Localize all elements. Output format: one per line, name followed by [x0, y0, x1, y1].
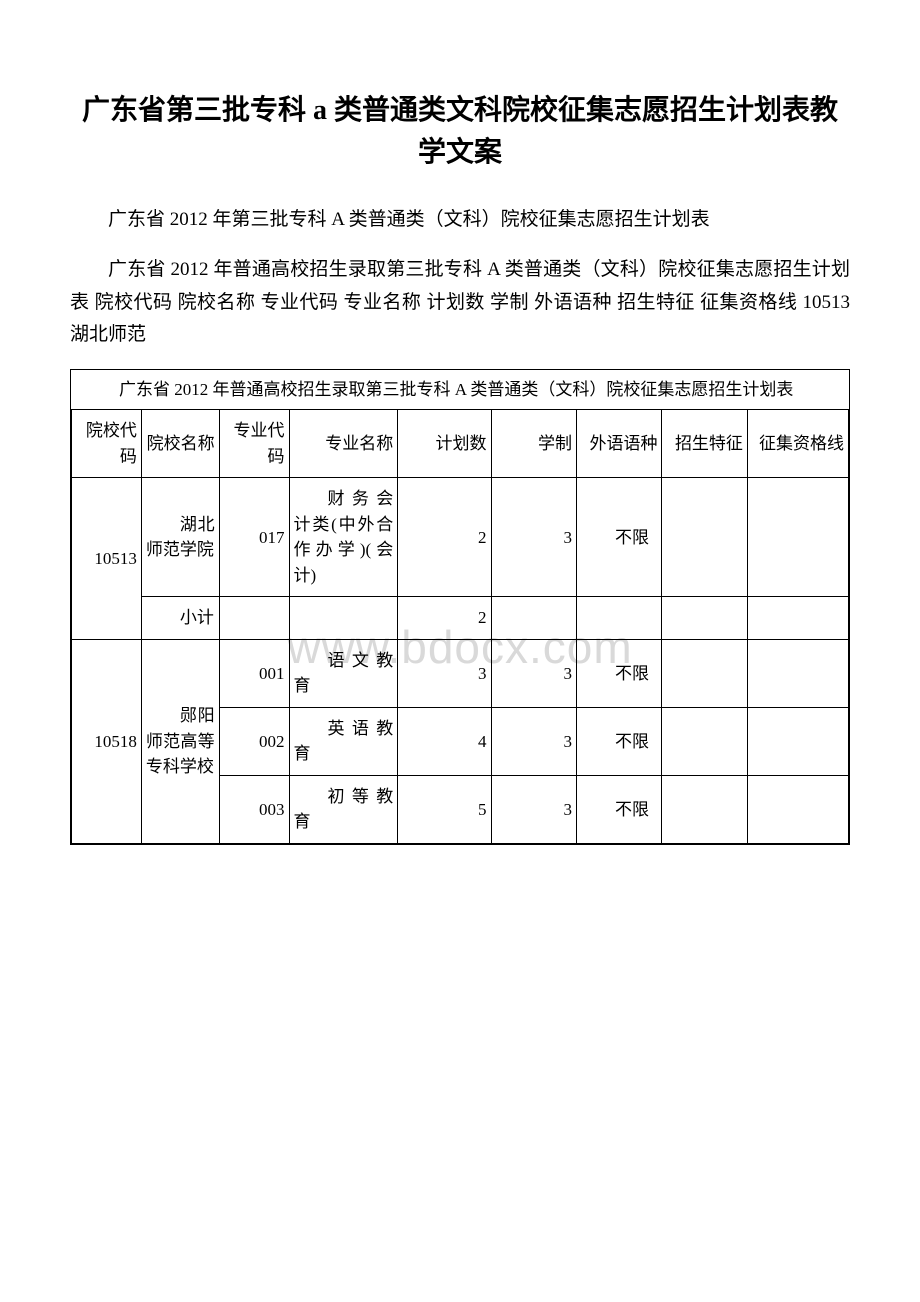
cell-language: 不限	[577, 478, 662, 597]
cell-feature	[662, 775, 747, 843]
cell-empty	[747, 597, 848, 640]
cell-school-code: 10518	[72, 639, 142, 843]
cell-major-name: 初等教育	[289, 775, 398, 843]
cell-feature	[662, 707, 747, 775]
cell-language: 不限	[577, 707, 662, 775]
cell-major-code: 002	[219, 707, 289, 775]
table-row-subtotal: 小计 2	[72, 597, 849, 640]
page-title: 广东省第三批专科 a 类普通类文科院校征集志愿招生计划表教学文案	[70, 90, 850, 174]
table-row: 10513 湖北师范学院 017 财务会计类(中外合作办学)(会计) 2 3 不…	[72, 478, 849, 597]
cell-duration: 3	[491, 707, 576, 775]
table-header-row: 院校代码 院校名称 专业代码 专业名称 计划数 学制 外语语种 招生特征 征集资…	[72, 410, 849, 478]
cell-school-name: 湖北师范学院	[141, 478, 219, 597]
cell-line	[747, 707, 848, 775]
cell-line	[747, 775, 848, 843]
cell-duration: 3	[491, 775, 576, 843]
cell-plan: 4	[398, 707, 491, 775]
cell-major-name: 英语教育	[289, 707, 398, 775]
cell-plan: 3	[398, 639, 491, 707]
cell-line	[747, 478, 848, 597]
col-major-name: 专业名称	[289, 410, 398, 478]
col-school-name: 院校名称	[141, 410, 219, 478]
cell-major-name: 财务会计类(中外合作办学)(会计)	[289, 478, 398, 597]
cell-empty	[289, 597, 398, 640]
table-row: 10518 郧阳师范高等专科学校 001 语文教育 3 3 不限	[72, 639, 849, 707]
col-school-code: 院校代码	[72, 410, 142, 478]
cell-plan: 5	[398, 775, 491, 843]
paragraph-2: 广东省 2012 年普通高校招生录取第三批专科 A 类普通类（文科）院校征集志愿…	[70, 254, 850, 351]
cell-empty	[662, 597, 747, 640]
col-language: 外语语种	[577, 410, 662, 478]
cell-empty	[577, 597, 662, 640]
col-duration: 学制	[491, 410, 576, 478]
cell-school-name: 郧阳师范高等专科学校	[141, 639, 219, 843]
document-content: 广东省第三批专科 a 类普通类文科院校征集志愿招生计划表教学文案 广东省 201…	[70, 90, 850, 845]
cell-subtotal-plan: 2	[398, 597, 491, 640]
col-plan-count: 计划数	[398, 410, 491, 478]
cell-empty	[219, 597, 289, 640]
col-major-code: 专业代码	[219, 410, 289, 478]
cell-feature	[662, 639, 747, 707]
cell-major-name: 语文教育	[289, 639, 398, 707]
table-caption: 广东省 2012 年普通高校招生录取第三批专科 A 类普通类（文科）院校征集志愿…	[71, 370, 849, 409]
cell-school-code: 10513	[72, 478, 142, 640]
plan-table: 院校代码 院校名称 专业代码 专业名称 计划数 学制 外语语种 招生特征 征集资…	[71, 409, 849, 844]
cell-feature	[662, 478, 747, 597]
cell-empty	[491, 597, 576, 640]
cell-subtotal-label: 小计	[141, 597, 219, 640]
cell-language: 不限	[577, 639, 662, 707]
cell-duration: 3	[491, 639, 576, 707]
cell-duration: 3	[491, 478, 576, 597]
paragraph-1: 广东省 2012 年第三批专科 A 类普通类（文科）院校征集志愿招生计划表	[70, 204, 850, 236]
cell-major-code: 017	[219, 478, 289, 597]
cell-line	[747, 639, 848, 707]
col-feature: 招生特征	[662, 410, 747, 478]
cell-major-code: 003	[219, 775, 289, 843]
cell-plan: 2	[398, 478, 491, 597]
cell-major-code: 001	[219, 639, 289, 707]
col-qualify-line: 征集资格线	[747, 410, 848, 478]
plan-table-wrap: 广东省 2012 年普通高校招生录取第三批专科 A 类普通类（文科）院校征集志愿…	[70, 369, 850, 845]
cell-language: 不限	[577, 775, 662, 843]
